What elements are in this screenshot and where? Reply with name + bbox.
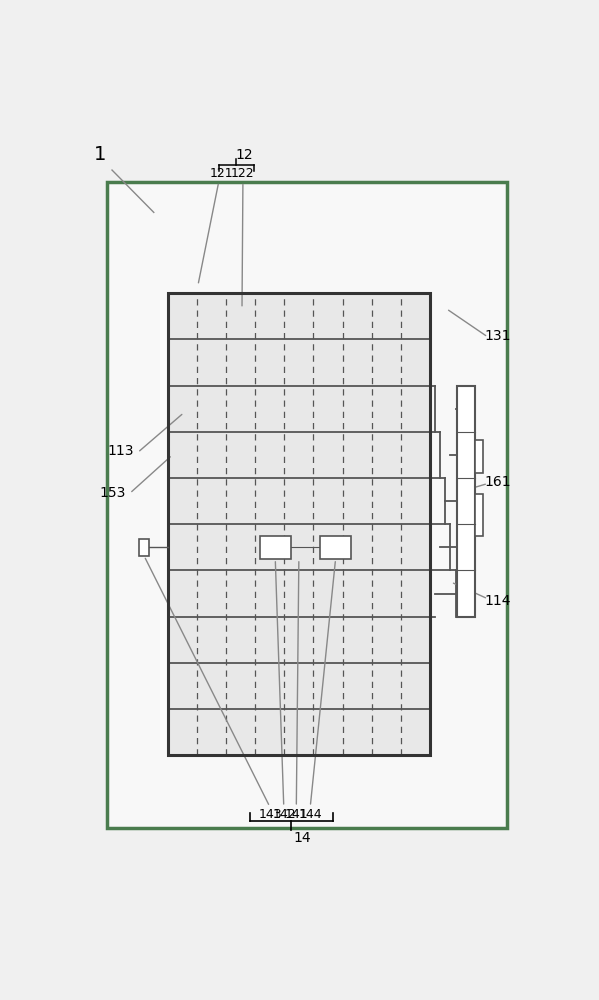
Text: 121: 121 <box>209 167 233 180</box>
Bar <box>168 293 430 755</box>
Bar <box>139 539 149 556</box>
Text: 1: 1 <box>94 145 107 164</box>
Text: 113: 113 <box>107 444 134 458</box>
Bar <box>320 536 352 559</box>
Bar <box>457 386 474 617</box>
Text: 12: 12 <box>235 148 253 162</box>
Text: 131: 131 <box>484 329 510 343</box>
Bar <box>259 536 291 559</box>
Bar <box>168 293 430 755</box>
Text: 142: 142 <box>273 808 297 821</box>
Text: 122: 122 <box>230 167 254 180</box>
Text: 114: 114 <box>484 594 510 608</box>
Bar <box>474 440 483 473</box>
Bar <box>107 182 507 828</box>
Text: 153: 153 <box>100 486 126 500</box>
Text: 141: 141 <box>285 808 308 821</box>
Bar <box>474 494 483 536</box>
Text: 144: 144 <box>299 808 322 821</box>
Text: 14: 14 <box>294 831 311 845</box>
Text: 143: 143 <box>259 808 283 821</box>
Text: 161: 161 <box>484 475 510 489</box>
